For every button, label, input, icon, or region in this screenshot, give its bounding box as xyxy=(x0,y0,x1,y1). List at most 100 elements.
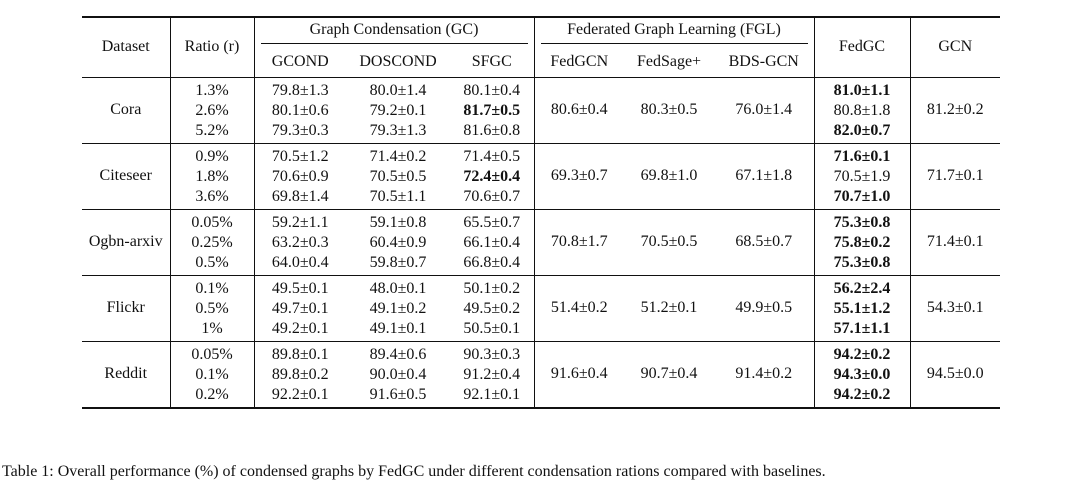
header-fgl-group-label: Federated Graph Learning (FGL) xyxy=(540,21,808,44)
cell-sfgc-value: 50.5±0.1 xyxy=(463,319,521,337)
cell-fedsage: 70.5±0.5 xyxy=(624,208,714,275)
header-fedgcn: FedGCN xyxy=(550,52,609,70)
cell-gcond-value: 49.2±0.1 xyxy=(271,319,329,337)
header-gcn: GCN xyxy=(910,16,1000,77)
cell-fedgc: 94.2±0.2 94.3±0.0 94.2±0.2 xyxy=(814,340,911,409)
cell-sfgc: 65.5±0.7 66.1±0.4 66.8±0.4 xyxy=(450,208,535,275)
cell-ratio-value: 2.6% xyxy=(195,101,229,119)
cell-bdsgcn: 91.4±0.2 xyxy=(714,340,815,409)
cell-gcn: 71.4±0.1 xyxy=(910,208,1000,275)
cell-gcond-values: 59.2±1.1 63.2±0.3 64.0±0.4 xyxy=(255,210,347,275)
cell-gcond-value: 49.7±0.1 xyxy=(271,299,329,317)
cell-ratio-value: 0.25% xyxy=(191,233,233,251)
cell-fedgc-value: 57.1±1.1 xyxy=(833,319,891,337)
cell-doscond-value: 79.2±0.1 xyxy=(369,101,427,119)
cell-gcond-values: 79.8±1.3 80.1±0.6 79.3±0.3 xyxy=(255,78,347,143)
cell-sfgc-value: 90.3±0.3 xyxy=(463,345,521,363)
cell-ratio-value: 1.3% xyxy=(195,81,229,99)
cell-dataset: Reddit xyxy=(82,340,171,409)
cell-fedsage: 69.8±1.0 xyxy=(624,142,714,209)
cell-doscond-value: 59.8±0.7 xyxy=(369,253,427,271)
cell-dataset: Flickr xyxy=(82,274,171,341)
cell-gcond: 59.2±1.1 63.2±0.3 64.0±0.4 xyxy=(254,208,347,275)
cell-doscond-value: 79.3±1.3 xyxy=(369,121,427,139)
cell-gcond: 70.5±1.2 70.6±0.9 69.8±1.4 xyxy=(254,142,346,209)
cell-doscond: 71.4±0.2 70.5±0.5 70.5±1.1 xyxy=(346,142,450,209)
cell-gcond-value: 80.1±0.6 xyxy=(271,101,329,119)
cell-gcond-value: 79.3±0.3 xyxy=(271,121,329,139)
cell-doscond-value: 91.6±0.5 xyxy=(369,385,427,403)
table-header: Dataset Ratio (r) Graph Condensation (GC… xyxy=(82,16,1000,77)
cell-sfgc-value: 81.6±0.8 xyxy=(463,121,521,139)
cell-fedgc-value: 55.1±1.2 xyxy=(833,299,891,317)
cell-fedgc-value: 94.3±0.0 xyxy=(833,365,891,383)
cell-sfgc-value: 80.1±0.4 xyxy=(463,81,521,99)
cell-doscond-values: 89.4±0.6 90.0±0.4 91.6±0.5 xyxy=(346,342,450,407)
cell-fedgc-value: 75.8±0.2 xyxy=(833,233,891,251)
cell-fedgcn: 91.6±0.4 xyxy=(534,340,624,409)
cell-fedgc-value: 71.6±0.1 xyxy=(833,147,891,165)
table-row: Ogbn-arxiv 0.05% 0.25% 0.5% 59.2±1.1 63.2±0.3… xyxy=(82,208,1000,275)
cell-doscond-values: 59.1±0.8 60.4±0.9 59.8±0.7 xyxy=(346,210,450,275)
cell-gcond-value: 64.0±0.4 xyxy=(271,253,329,271)
header-gc-group: Graph Condensation (GC) xyxy=(254,16,535,47)
cell-fedgc-value: 81.0±1.1 xyxy=(833,81,891,99)
cell-sfgc-values: 50.1±0.2 49.5±0.2 50.5±0.1 xyxy=(450,276,534,341)
cell-ratio-value: 5.2% xyxy=(195,121,229,139)
cell-doscond-value: 71.4±0.2 xyxy=(369,147,427,165)
cell-sfgc: 50.1±0.2 49.5±0.2 50.5±0.1 xyxy=(450,274,535,341)
cell-dataset: Ogbn-arxiv xyxy=(82,208,171,275)
cell-sfgc-value: 70.6±0.7 xyxy=(463,187,521,205)
cell-fedgcn: 51.4±0.2 xyxy=(534,274,624,341)
table-row: Cora 1.3% 2.6% 5.2% 79.8±1.3 80.1±0.6 79.3±0.3… xyxy=(82,76,1000,143)
header-fgl-group: Federated Graph Learning (FGL) xyxy=(534,16,815,47)
cell-fedgc: 81.0±1.1 80.8±1.8 82.0±0.7 xyxy=(814,76,911,143)
cell-doscond: 80.0±1.4 79.2±0.1 79.3±1.3 xyxy=(346,76,450,143)
table-caption: Table 1: Overall performance (%) of cond… xyxy=(2,463,826,480)
cell-fedsage: 90.7±0.4 xyxy=(624,340,714,409)
cell-gcond-value: 69.8±1.4 xyxy=(271,187,329,205)
cell-sfgc-value: 92.1±0.1 xyxy=(463,385,521,403)
header-bdsgcn: BDS-GCN xyxy=(714,47,815,77)
cell-fedgc-values: 75.3±0.8 75.8±0.2 75.3±0.8 xyxy=(815,210,910,275)
cell-ratio-value: 0.05% xyxy=(191,345,233,363)
cell-fedgc-values: 71.6±0.1 70.5±1.9 70.7±1.0 xyxy=(815,144,910,209)
cell-ratio: 1.3% 2.6% 5.2% xyxy=(170,76,255,143)
cell-gcond: 49.5±0.1 49.7±0.1 49.2±0.1 xyxy=(254,274,347,341)
cell-doscond: 48.0±0.1 49.1±0.2 49.1±0.1 xyxy=(346,274,450,341)
cell-doscond-value: 80.0±1.4 xyxy=(369,81,427,99)
cell-fedgc: 56.2±2.4 55.1±1.2 57.1±1.1 xyxy=(814,274,911,341)
cell-sfgc-value: 91.2±0.4 xyxy=(463,365,521,383)
header-doscond: DOSCOND xyxy=(359,52,437,70)
cell-gcond-value: 70.5±1.2 xyxy=(271,147,329,165)
cell-fedgc: 75.3±0.8 75.8±0.2 75.3±0.8 xyxy=(814,208,911,275)
cell-fedsage: 80.3±0.5 xyxy=(624,76,714,143)
cell-gcond-values: 49.5±0.1 49.7±0.1 49.2±0.1 xyxy=(255,276,347,341)
cell-ratio-values: 0.9% 1.8% 3.6% xyxy=(171,144,254,209)
cell-gcn: 94.5±0.0 xyxy=(910,340,1000,409)
cell-ratio-value: 0.5% xyxy=(195,299,229,317)
cell-sfgc: 71.4±0.5 72.4±0.4 70.6±0.7 xyxy=(450,142,535,209)
cell-ratio: 0.9% 1.8% 3.6% xyxy=(170,142,255,209)
cell-sfgc-value: 66.8±0.4 xyxy=(463,253,521,271)
cell-fedgc-value: 75.3±0.8 xyxy=(833,253,891,271)
cell-fedgcn: 70.8±1.7 xyxy=(534,208,624,275)
cell-fedgc-value: 94.2±0.2 xyxy=(833,385,891,403)
cell-ratio-value: 0.05% xyxy=(191,213,233,231)
header-dataset: Dataset xyxy=(82,16,171,77)
cell-gcond-value: 70.6±0.9 xyxy=(271,167,329,185)
cell-doscond-value: 49.1±0.2 xyxy=(369,299,427,317)
cell-doscond-value: 90.0±0.4 xyxy=(369,365,427,383)
cell-sfgc-value: 49.5±0.2 xyxy=(463,299,521,317)
cell-ratio: 0.05% 0.1% 0.2% xyxy=(170,340,255,409)
header-ratio: Ratio (r) xyxy=(170,16,255,77)
cell-doscond-values: 48.0±0.1 49.1±0.2 49.1±0.1 xyxy=(346,276,450,341)
cell-sfgc-values: 90.3±0.3 91.2±0.4 92.1±0.1 xyxy=(450,342,534,407)
cell-fedgc-values: 56.2±2.4 55.1±1.2 57.1±1.1 xyxy=(815,276,910,341)
header-ratio-label: Ratio (r) xyxy=(184,38,240,56)
cell-fedgc-value: 56.2±2.4 xyxy=(833,279,891,297)
cell-bdsgcn: 76.0±1.4 xyxy=(714,76,815,143)
results-table: Dataset Ratio (r) Graph Condensation (GC… xyxy=(82,16,1000,409)
cell-ratio-values: 0.1% 0.5% 1% xyxy=(171,276,254,341)
cell-sfgc-value: 72.4±0.4 xyxy=(463,167,521,185)
